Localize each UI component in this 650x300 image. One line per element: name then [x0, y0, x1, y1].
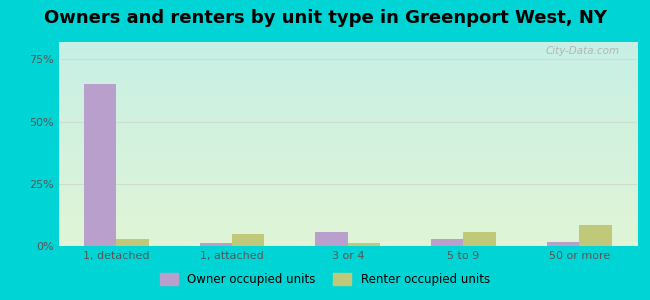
Bar	[200, 243, 232, 246]
Text: Owners and renters by unit type in Greenport West, NY: Owners and renters by unit type in Green…	[44, 9, 606, 27]
Bar	[547, 242, 579, 246]
Bar	[579, 225, 612, 246]
Bar	[232, 234, 265, 246]
Bar	[315, 232, 348, 246]
Text: City-Data.com: City-Data.com	[545, 46, 619, 56]
Bar	[431, 238, 463, 246]
Bar	[348, 243, 380, 246]
Legend: Owner occupied units, Renter occupied units: Owner occupied units, Renter occupied un…	[155, 268, 495, 291]
Bar	[84, 84, 116, 246]
Bar	[116, 238, 149, 246]
Bar	[463, 232, 496, 246]
